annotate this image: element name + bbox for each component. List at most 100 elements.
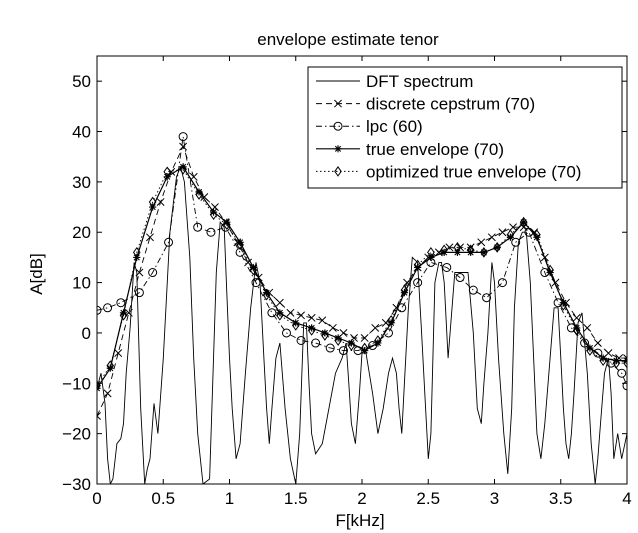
- legend-marker: [333, 121, 343, 131]
- marker-stroke: [427, 247, 435, 258]
- data-point: [106, 360, 115, 372]
- data-point: [281, 328, 291, 338]
- data-point: [338, 346, 348, 356]
- data-point: [498, 228, 507, 237]
- marker-stroke: [334, 335, 342, 346]
- marker-stroke: [223, 219, 231, 231]
- data-point: [509, 223, 518, 232]
- marker-stroke: [103, 303, 113, 313]
- data-point: [468, 285, 478, 295]
- marker-stroke: [164, 237, 174, 247]
- marker-stroke: [334, 99, 342, 108]
- marker-stroke: [263, 289, 271, 297]
- data-point: [134, 288, 144, 298]
- data-point: [263, 289, 271, 297]
- chart-title: envelope estimate tenor: [257, 30, 439, 49]
- data-point: [275, 298, 284, 307]
- data-point: [477, 238, 486, 247]
- data-point: [223, 218, 231, 226]
- data-point: [292, 319, 300, 327]
- marker-stroke: [334, 166, 342, 177]
- data-point: [506, 233, 514, 241]
- data-point: [593, 339, 602, 347]
- data-point: [206, 227, 216, 237]
- data-point: [572, 313, 581, 322]
- data-point: [413, 259, 422, 271]
- marker-stroke: [466, 244, 475, 256]
- data-point: [612, 357, 620, 365]
- marker-stroke: [311, 338, 321, 348]
- data-point: [511, 237, 521, 247]
- marker-stroke: [599, 354, 607, 362]
- marker-stroke: [482, 293, 492, 303]
- data-point: [371, 323, 380, 332]
- marker-stroke: [583, 323, 592, 332]
- legend-label: lpc (60): [366, 117, 423, 136]
- x-tick-label: 1: [225, 489, 234, 508]
- data-point: [119, 309, 128, 317]
- data-point: [249, 264, 258, 276]
- legend-entry-5: optimized true envelope (70): [316, 162, 581, 181]
- data-point: [210, 203, 219, 212]
- marker-stroke: [347, 340, 356, 351]
- marker-stroke: [338, 346, 348, 356]
- data-point: [236, 238, 244, 246]
- x-tick-label: 4: [622, 489, 631, 508]
- data-point: [328, 323, 337, 332]
- marker-stroke: [371, 323, 380, 332]
- marker-stroke: [572, 325, 581, 336]
- data-point: [360, 342, 369, 354]
- marker-stroke: [178, 132, 188, 142]
- data-point: [307, 313, 316, 322]
- x-tick-label: 2: [357, 489, 366, 508]
- data-point: [480, 248, 488, 256]
- data-point: [440, 244, 448, 256]
- x-tick-label: 0.5: [151, 489, 175, 508]
- data-point: [307, 325, 316, 336]
- marker-stroke: [533, 229, 541, 241]
- marker-stroke: [572, 313, 581, 322]
- data-point: [387, 319, 395, 327]
- marker-stroke: [400, 289, 408, 297]
- marker-stroke: [321, 329, 329, 337]
- data-point: [146, 233, 154, 242]
- marker-stroke: [106, 364, 114, 372]
- marker-stroke: [453, 241, 462, 253]
- marker-stroke: [455, 273, 465, 283]
- marker-stroke: [195, 189, 203, 200]
- data-point: [103, 389, 112, 398]
- marker-stroke: [519, 216, 528, 228]
- marker-stroke: [249, 263, 257, 272]
- marker-stroke: [325, 343, 335, 353]
- data-point: [440, 248, 448, 256]
- data-point: [572, 325, 581, 336]
- legend-label: optimized true envelope (70): [366, 162, 581, 181]
- data-point: [318, 316, 327, 325]
- data-point: [604, 349, 613, 358]
- marker-stroke: [148, 268, 158, 278]
- marker-stroke: [413, 278, 423, 288]
- marker-stroke: [318, 316, 327, 325]
- marker-stroke: [509, 223, 518, 232]
- marker-stroke: [623, 357, 627, 369]
- marker-stroke: [275, 298, 284, 307]
- marker-stroke: [286, 308, 295, 317]
- data-point: [480, 247, 488, 258]
- y-tick-label: 40: [72, 123, 91, 142]
- marker-stroke: [114, 349, 123, 358]
- data-point: [334, 335, 342, 346]
- data-point: [97, 380, 101, 392]
- marker-stroke: [520, 218, 528, 226]
- data-point: [235, 247, 245, 257]
- marker-stroke: [414, 263, 422, 272]
- marker-stroke: [400, 284, 409, 296]
- legend-box: [307, 66, 623, 189]
- marker-stroke: [223, 218, 231, 226]
- y-axis-label: A[dB]: [27, 253, 46, 295]
- marker-stroke: [97, 380, 101, 392]
- marker-stroke: [135, 268, 144, 277]
- legend-marker: [334, 99, 342, 108]
- data-point: [276, 309, 284, 317]
- marker-stroke: [546, 264, 554, 276]
- marker-stroke: [206, 227, 216, 237]
